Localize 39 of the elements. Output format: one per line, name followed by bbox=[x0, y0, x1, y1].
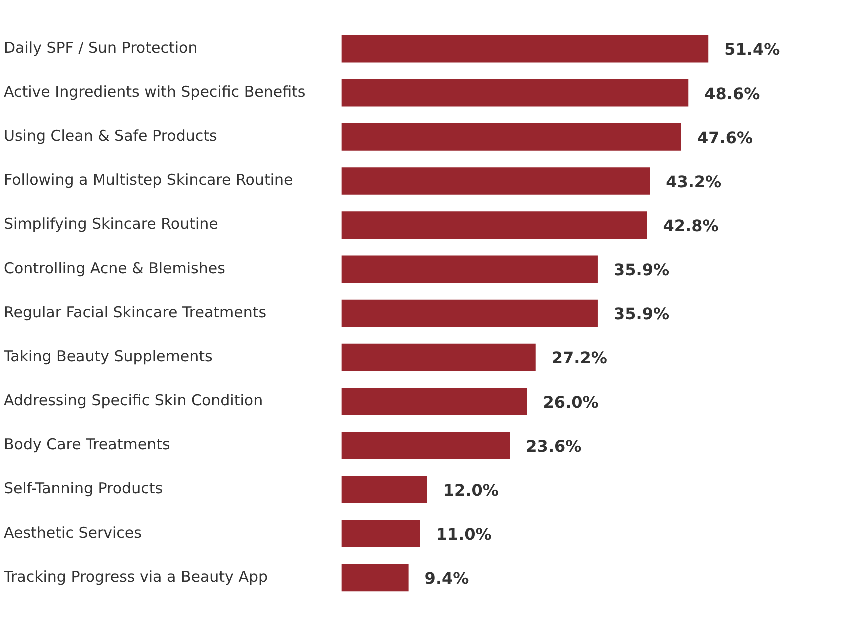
bar bbox=[342, 520, 420, 548]
data-label: 35.9% bbox=[614, 304, 670, 324]
y-tick-label: Daily SPF / Sun Protection bbox=[4, 38, 198, 57]
bar bbox=[342, 256, 598, 284]
y-tick-label: Using Clean & Safe Products bbox=[4, 127, 218, 146]
y-tick-label: Active Ingredients with Specific Benefits bbox=[4, 83, 306, 102]
bar bbox=[342, 79, 689, 107]
bar bbox=[342, 344, 536, 372]
bar bbox=[342, 124, 682, 151]
data-label: 47.6% bbox=[697, 128, 754, 148]
y-tick-label: Body Care Treatments bbox=[4, 436, 170, 454]
y-tick-label: Taking Beauty Supplements bbox=[3, 347, 213, 366]
y-tick-label: Addressing Specific Skin Condition bbox=[4, 392, 264, 410]
y-tick-label: Aesthetic Services bbox=[4, 524, 142, 542]
y-tick-label: Simplifying Skincare Routine bbox=[4, 215, 218, 234]
bar bbox=[342, 564, 409, 592]
data-label: 11.0% bbox=[436, 525, 492, 544]
y-tick-label: Following a Multistep Skincare Routine bbox=[4, 171, 294, 190]
bar bbox=[342, 476, 428, 504]
bar bbox=[342, 212, 648, 240]
data-label: 35.9% bbox=[614, 260, 670, 280]
bar bbox=[342, 35, 709, 63]
y-tick-label: Controlling Acne & Blemishes bbox=[4, 259, 226, 278]
data-label: 12.0% bbox=[443, 480, 499, 500]
bar bbox=[342, 388, 528, 416]
bar bbox=[342, 432, 510, 460]
data-label: 42.8% bbox=[663, 216, 719, 236]
data-label: 51.4% bbox=[724, 40, 780, 60]
data-label: 43.2% bbox=[666, 172, 722, 192]
y-tick-label: Tracking Progress via a Beauty App bbox=[3, 568, 268, 586]
bar bbox=[342, 168, 650, 195]
data-label: 27.2% bbox=[552, 348, 608, 368]
bar bbox=[342, 300, 598, 328]
y-tick-label: Self-Tanning Products bbox=[4, 480, 164, 498]
data-label: 23.6% bbox=[526, 436, 582, 456]
data-label: 48.6% bbox=[704, 84, 760, 104]
data-label: 26.0% bbox=[543, 392, 599, 412]
data-label: 9.4% bbox=[424, 569, 470, 588]
y-tick-label: Regular Facial Skincare Treatments bbox=[4, 303, 267, 322]
